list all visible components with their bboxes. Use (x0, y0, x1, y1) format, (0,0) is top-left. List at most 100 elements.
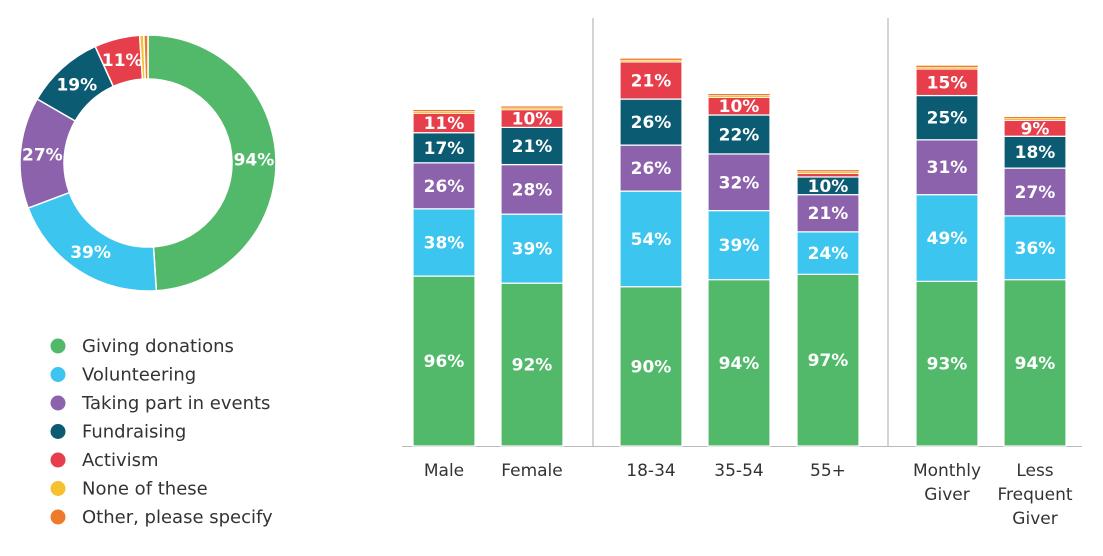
category-label-less-frequent-giver-line-1: Less (1016, 461, 1053, 481)
category-label-55: 55+ (810, 461, 846, 481)
bar-55-none-of-these (796, 171, 860, 174)
bar-18-34-other-please-specify (619, 58, 683, 61)
bar-label-18-34-giving-donations: 90% (631, 357, 672, 377)
legend-marker-fundraising (50, 424, 66, 439)
bar-18-34-activism (619, 61, 683, 100)
bar-label-35-54-volunteering: 39% (719, 236, 760, 256)
legend-marker-activism (50, 452, 66, 468)
legend-label-other-please-specify: Other, please specify (82, 507, 273, 528)
donut-label-activism: 11% (102, 51, 143, 71)
bar-55-activism (796, 172, 860, 178)
bar-55-giving-donations (796, 273, 860, 447)
bar-label-less-frequent-giver-giving-donations: 94% (1015, 354, 1056, 374)
bar-18-34-fundraising (619, 98, 683, 146)
bar-label-35-54-giving-donations: 94% (719, 354, 760, 374)
bar-monthly-giver-none-of-these (915, 66, 979, 70)
legend-label-fundraising: Fundraising (82, 422, 186, 443)
bar-female-none-of-these (500, 107, 564, 110)
bar-monthly-giver-taking-part-in-events (915, 139, 979, 196)
donut-slice-volunteering (27, 191, 158, 292)
donut-label-volunteering: 39% (70, 243, 111, 263)
bar-female-volunteering (500, 213, 564, 284)
bar-monthly-giver-giving-donations (915, 280, 979, 447)
legend-marker-taking-part-in-events (50, 395, 66, 411)
bar-label-18-34-taking-part-in-events: 26% (631, 159, 672, 179)
donut-label-giving-donations: 94% (234, 151, 275, 171)
bar-label-55-fundraising: 10% (808, 177, 849, 197)
bar-female-other-please-specify (500, 105, 564, 109)
bar-label-18-34-fundraising: 26% (631, 113, 672, 133)
bar-male-other-please-specify (412, 109, 476, 112)
category-label-female: Female (501, 461, 562, 481)
bar-less-frequent-giver-fundraising (1003, 135, 1067, 169)
bar-label-female-taking-part-in-events: 28% (512, 180, 553, 200)
donut-slice-other-please-specify (143, 34, 149, 80)
bar-label-monthly-giver-giving-donations: 93% (927, 355, 968, 375)
bar-55-other-please-specify (796, 169, 860, 172)
bar-less-frequent-giver-giving-donations (1003, 279, 1067, 447)
category-label-less-frequent-giver-line-2: Frequent (997, 485, 1072, 505)
bar-label-55-giving-donations: 97% (808, 351, 849, 371)
bar-label-35-54-activism: 10% (719, 97, 760, 117)
category-label-male: Male (424, 461, 464, 481)
bar-male-fundraising (412, 132, 476, 164)
category-label-35-54: 35-54 (714, 461, 763, 481)
bar-label-less-frequent-giver-volunteering: 36% (1015, 239, 1056, 259)
bar-less-frequent-giver-taking-part-in-events (1003, 167, 1067, 217)
bar-male-none-of-these (412, 111, 476, 114)
bar-female-giving-donations (500, 282, 564, 447)
legend-label-taking-part-in-events: Taking part in events (81, 393, 270, 414)
bar-label-monthly-giver-volunteering: 49% (927, 229, 968, 249)
bar-less-frequent-giver-none-of-these (1003, 118, 1067, 121)
bar-35-54-none-of-these (707, 95, 771, 98)
legend-marker-giving-donations (50, 338, 66, 354)
legend-label-none-of-these: None of these (82, 479, 208, 500)
bar-label-male-activism: 11% (424, 114, 465, 134)
bar-55-taking-part-in-events (796, 194, 860, 233)
bar-monthly-giver-fundraising (915, 94, 979, 141)
bar-35-54-fundraising (707, 114, 771, 155)
bar-male-giving-donations (412, 275, 476, 447)
bar-label-male-volunteering: 38% (424, 233, 465, 253)
bar-label-male-taking-part-in-events: 26% (424, 177, 465, 197)
bar-label-monthly-giver-taking-part-in-events: 31% (927, 158, 968, 178)
bar-35-54-giving-donations (707, 279, 771, 447)
legend-label-activism: Activism (82, 450, 159, 471)
bar-female-fundraising (500, 126, 564, 166)
bar-label-monthly-giver-activism: 15% (927, 73, 968, 93)
bar-35-54-volunteering (707, 209, 771, 281)
legend-marker-volunteering (50, 367, 66, 382)
donut-label-fundraising: 19% (56, 75, 97, 95)
legend-marker-other-please-specify (50, 509, 66, 525)
bar-35-54-other-please-specify (707, 93, 771, 96)
bar-label-35-54-fundraising: 22% (719, 125, 760, 145)
legend-label-giving-donations: Giving donations (82, 336, 234, 357)
bar-label-male-giving-donations: 96% (424, 352, 465, 372)
bar-18-34-none-of-these (619, 59, 683, 63)
bar-label-female-activism: 10% (512, 110, 553, 130)
bar-label-less-frequent-giver-taking-part-in-events: 27% (1015, 183, 1056, 203)
bar-18-34-volunteering (619, 190, 683, 288)
legend-label-volunteering: Volunteering (82, 365, 196, 386)
bar-male-taking-part-in-events (412, 162, 476, 210)
bar-label-less-frequent-giver-activism: 9% (1021, 119, 1050, 139)
bar-18-34-taking-part-in-events (619, 144, 683, 192)
bar-label-55-volunteering: 24% (808, 244, 849, 264)
legend-marker-none-of-these (50, 481, 66, 496)
bar-label-35-54-taking-part-in-events: 32% (719, 173, 760, 193)
bar-label-18-34-activism: 21% (631, 71, 672, 91)
bar-label-male-fundraising: 17% (424, 139, 465, 159)
bar-label-18-34-volunteering: 54% (631, 230, 672, 250)
bar-monthly-giver-volunteering (915, 194, 979, 282)
bar-label-monthly-giver-fundraising: 25% (927, 109, 968, 129)
bar-label-55-taking-part-in-events: 21% (808, 204, 849, 224)
bar-label-less-frequent-giver-fundraising: 18% (1015, 143, 1056, 163)
bar-label-female-giving-donations: 92% (512, 356, 553, 376)
category-label-monthly-giver-line-1: Monthly (913, 461, 981, 481)
bar-label-female-fundraising: 21% (512, 137, 553, 157)
category-label-18-34: 18-34 (626, 461, 675, 481)
bar-label-female-volunteering: 39% (512, 240, 553, 260)
donut-slice-giving-donations (147, 34, 277, 292)
donut-label-taking-part-in-events: 27% (22, 145, 63, 165)
